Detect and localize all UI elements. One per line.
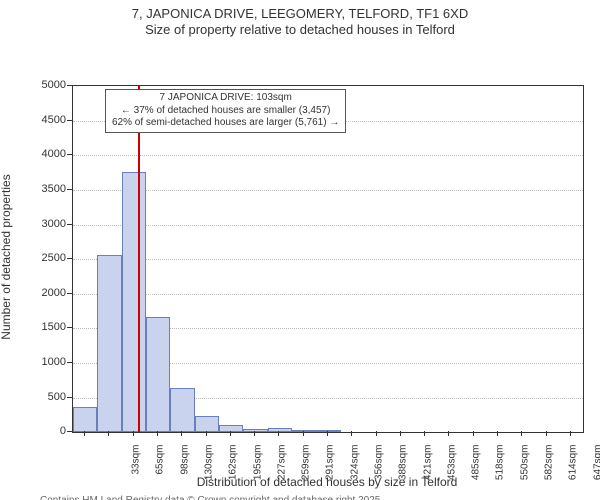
annotation-box: 7 JAPONICA DRIVE: 103sqm← 37% of detache…: [105, 89, 346, 133]
grid-line: [73, 190, 583, 191]
footer-line-1: Contains HM Land Registry data © Crown c…: [40, 495, 600, 500]
x-tick-mark: [546, 431, 547, 436]
x-tick-mark: [303, 431, 304, 436]
bar: [243, 429, 268, 432]
annotation-line-1: 7 JAPONICA DRIVE: 103sqm: [112, 92, 339, 105]
chart-title-1: 7, JAPONICA DRIVE, LEEGOMERY, TELFORD, T…: [0, 0, 600, 22]
bar: [195, 416, 219, 432]
bar: [219, 425, 243, 432]
x-tick-mark: [497, 431, 498, 436]
x-axis-label: Distribution of detached houses by size …: [72, 475, 582, 489]
x-tick-mark: [521, 431, 522, 436]
bar: [73, 407, 97, 433]
bar: [292, 430, 316, 432]
grid-line: [73, 294, 583, 295]
x-tick-mark: [327, 431, 328, 436]
x-tick-mark: [254, 431, 255, 436]
annotation-line-3: 62% of semi-detached houses are larger (…: [112, 117, 339, 130]
y-tick-label: 500: [48, 391, 66, 403]
x-tick-label: 647sqm: [592, 445, 600, 493]
x-tick-mark: [448, 431, 449, 436]
y-tick-label: 3000: [42, 218, 66, 230]
grid-line: [73, 225, 583, 226]
x-tick-mark: [206, 431, 207, 436]
x-tick-mark: [351, 431, 352, 436]
y-tick-label: 1000: [42, 356, 66, 368]
x-tick-mark: [230, 431, 231, 436]
y-axis-label: Number of detached properties: [0, 174, 13, 339]
y-tick-label: 5000: [42, 79, 66, 91]
bar: [97, 255, 122, 432]
x-tick-mark: [108, 431, 109, 436]
y-tick-label: 4500: [42, 114, 66, 126]
grid-line: [73, 259, 583, 260]
bar: [268, 428, 292, 432]
bar: [316, 430, 341, 432]
x-tick-mark: [157, 431, 158, 436]
x-tick-mark: [84, 431, 85, 436]
x-tick-mark: [376, 431, 377, 436]
y-tick-label: 2500: [42, 252, 66, 264]
x-tick-mark: [473, 431, 474, 436]
y-tick-label: 0: [60, 425, 66, 437]
bar: [146, 317, 170, 432]
x-tick-mark: [133, 431, 134, 436]
bar: [170, 388, 195, 432]
x-tick-mark: [570, 431, 571, 436]
grid-line: [73, 155, 583, 156]
marker-line: [138, 86, 140, 432]
y-tick-label: 1500: [42, 321, 66, 333]
x-tick-mark: [400, 431, 401, 436]
plot-area: [72, 85, 584, 433]
x-tick-mark: [278, 431, 279, 436]
chart-title-2: Size of property relative to detached ho…: [0, 22, 600, 40]
y-tick-label: 3500: [42, 183, 66, 195]
y-tick-label: 2000: [42, 287, 66, 299]
y-tick-label: 4000: [42, 148, 66, 160]
x-tick-mark: [181, 431, 182, 436]
chart-container: Number of detached properties 0 500 1000 15…: [0, 39, 600, 475]
x-tick-mark: [424, 431, 425, 436]
bar: [122, 172, 146, 432]
annotation-line-2: ← 37% of detached houses are smaller (3,…: [112, 105, 339, 118]
